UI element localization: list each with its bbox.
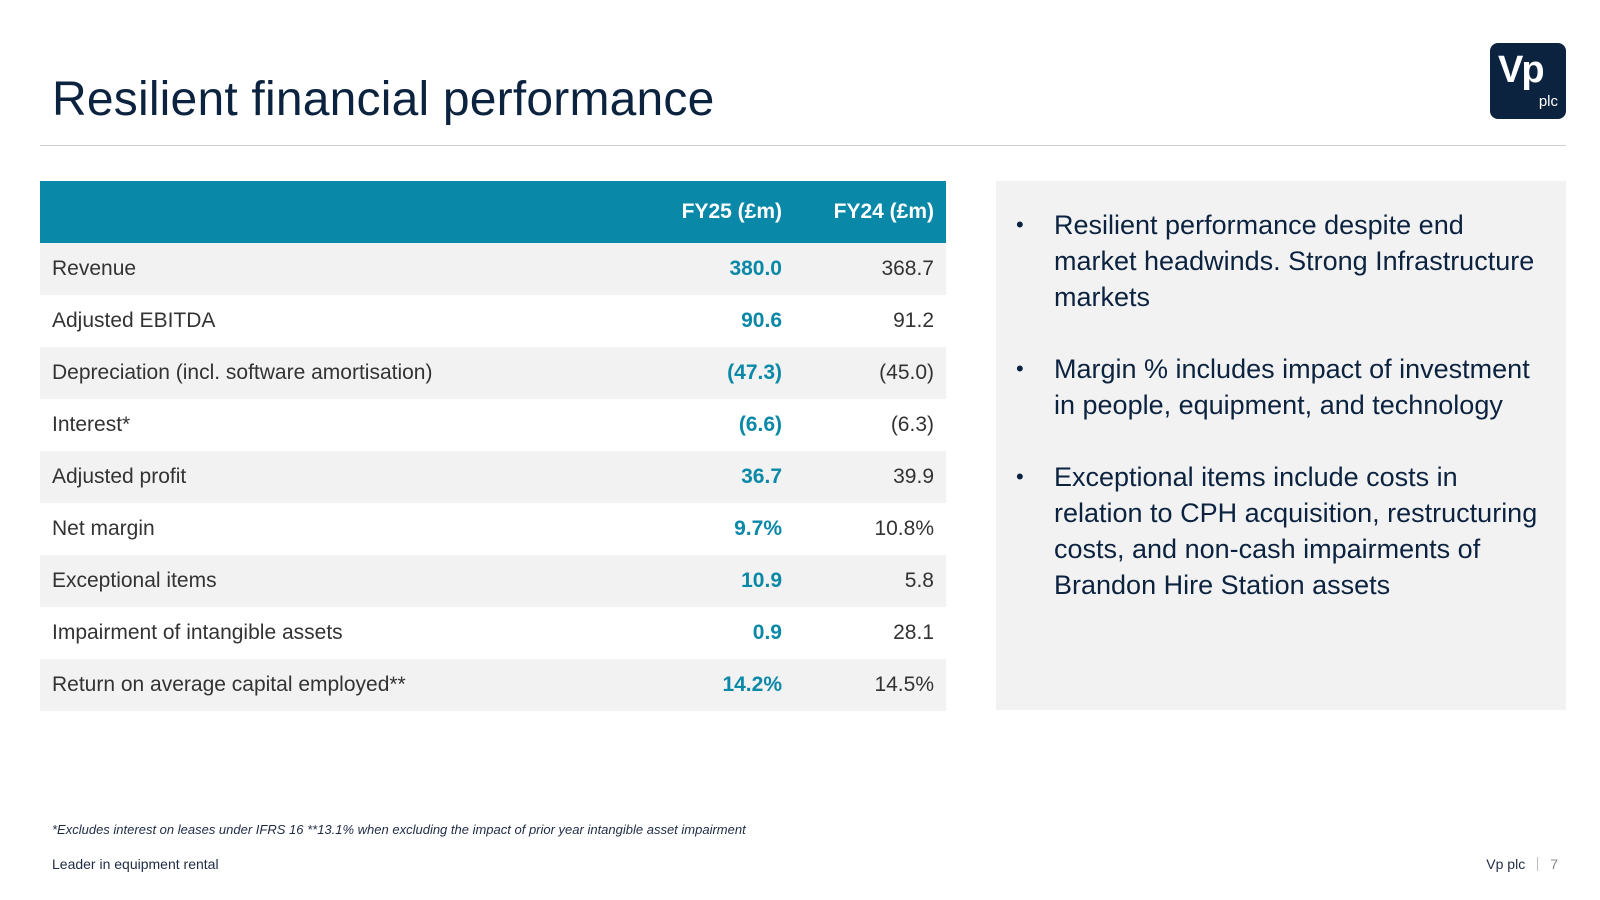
commentary-bullet: • Resilient performance despite end mark…: [996, 207, 1546, 315]
bullet-text: Resilient performance despite end market…: [1054, 210, 1535, 312]
footer-company: Vp plc: [1486, 856, 1526, 872]
row-label: Net margin: [52, 517, 155, 540]
table-row: Impairment of intangible assets 0.9 28.1: [40, 607, 946, 659]
row-label: Interest*: [52, 413, 131, 436]
table-row: Adjusted profit 36.7 39.9: [40, 451, 946, 503]
logo-main-text: Vp: [1498, 49, 1545, 91]
fy25-value: 9.7%: [734, 517, 782, 540]
page-number: 7: [1550, 856, 1558, 872]
fy25-value: 90.6: [741, 309, 782, 332]
title-divider: [40, 145, 1566, 146]
page-title: Resilient financial performance: [52, 73, 715, 126]
fy24-value: (6.3): [890, 413, 934, 436]
bullet-icon: •: [1016, 212, 1024, 237]
commentary-bullet: • Margin % includes impact of investment…: [996, 351, 1546, 423]
table-row: Depreciation (incl. software amortisatio…: [40, 347, 946, 399]
footer-separator: [1537, 857, 1539, 871]
row-label: Return on average capital employed**: [52, 673, 406, 696]
row-label: Revenue: [52, 257, 137, 280]
bullet-icon: •: [1016, 356, 1024, 381]
commentary-panel: • Resilient performance despite end mark…: [996, 181, 1566, 710]
logo-sub-text: plc: [1538, 93, 1558, 110]
table-row: Exceptional items 10.9 5.8: [40, 555, 946, 607]
fy24-value: 10.8%: [874, 517, 934, 540]
fy25-value: 10.9: [741, 569, 782, 592]
fy25-value: 36.7: [741, 465, 782, 488]
footer-right: Vp plc 7: [1486, 856, 1558, 872]
table-row: Adjusted EBITDA 90.6 91.2: [40, 295, 946, 347]
fy25-value: 14.2%: [722, 673, 782, 696]
vp-plc-logo: Vp plc: [1490, 43, 1566, 119]
row-label: Adjusted EBITDA: [52, 309, 216, 332]
row-label: Adjusted profit: [52, 465, 187, 488]
table-header-row: FY25 (£m) FY24 (£m): [40, 181, 946, 243]
table-row: Net margin 9.7% 10.8%: [40, 503, 946, 555]
table-row: Return on average capital employed** 14.…: [40, 659, 946, 711]
fy25-value: 380.0: [729, 257, 782, 280]
bullet-text: Margin % includes impact of investment i…: [1054, 354, 1530, 420]
commentary-bullet: • Exceptional items include costs in rel…: [996, 459, 1546, 603]
bullet-text: Exceptional items include costs in relat…: [1054, 462, 1538, 600]
fy24-value: 14.5%: [874, 673, 934, 696]
fy25-value: (6.6): [738, 413, 782, 436]
table-row: Interest* (6.6) (6.3): [40, 399, 946, 451]
table-row: Revenue 380.0 368.7: [40, 243, 946, 295]
fy24-value: 39.9: [893, 465, 934, 488]
fy24-value: 91.2: [893, 309, 934, 332]
footer-tagline: Leader in equipment rental: [52, 856, 219, 872]
row-label: Depreciation (incl. software amortisatio…: [52, 361, 433, 384]
fy24-value: (45.0): [879, 361, 934, 384]
fy25-value: (47.3): [727, 361, 782, 384]
header-fy25: FY25 (£m): [681, 200, 782, 223]
row-label: Exceptional items: [52, 569, 217, 592]
footnote: *Excludes interest on leases under IFRS …: [52, 822, 746, 837]
header-fy24: FY24 (£m): [833, 200, 934, 223]
fy25-value: 0.9: [752, 621, 782, 644]
fy24-value: 368.7: [881, 257, 934, 280]
financial-summary-table: FY25 (£m) FY24 (£m) Revenue 380.0 368.7 …: [40, 181, 946, 711]
row-label: Impairment of intangible assets: [52, 621, 343, 644]
fy24-value: 5.8: [904, 569, 934, 592]
commentary-list: • Resilient performance despite end mark…: [996, 181, 1566, 603]
header-label: [40, 181, 614, 243]
fy24-value: 28.1: [893, 621, 934, 644]
bullet-icon: •: [1016, 464, 1024, 489]
